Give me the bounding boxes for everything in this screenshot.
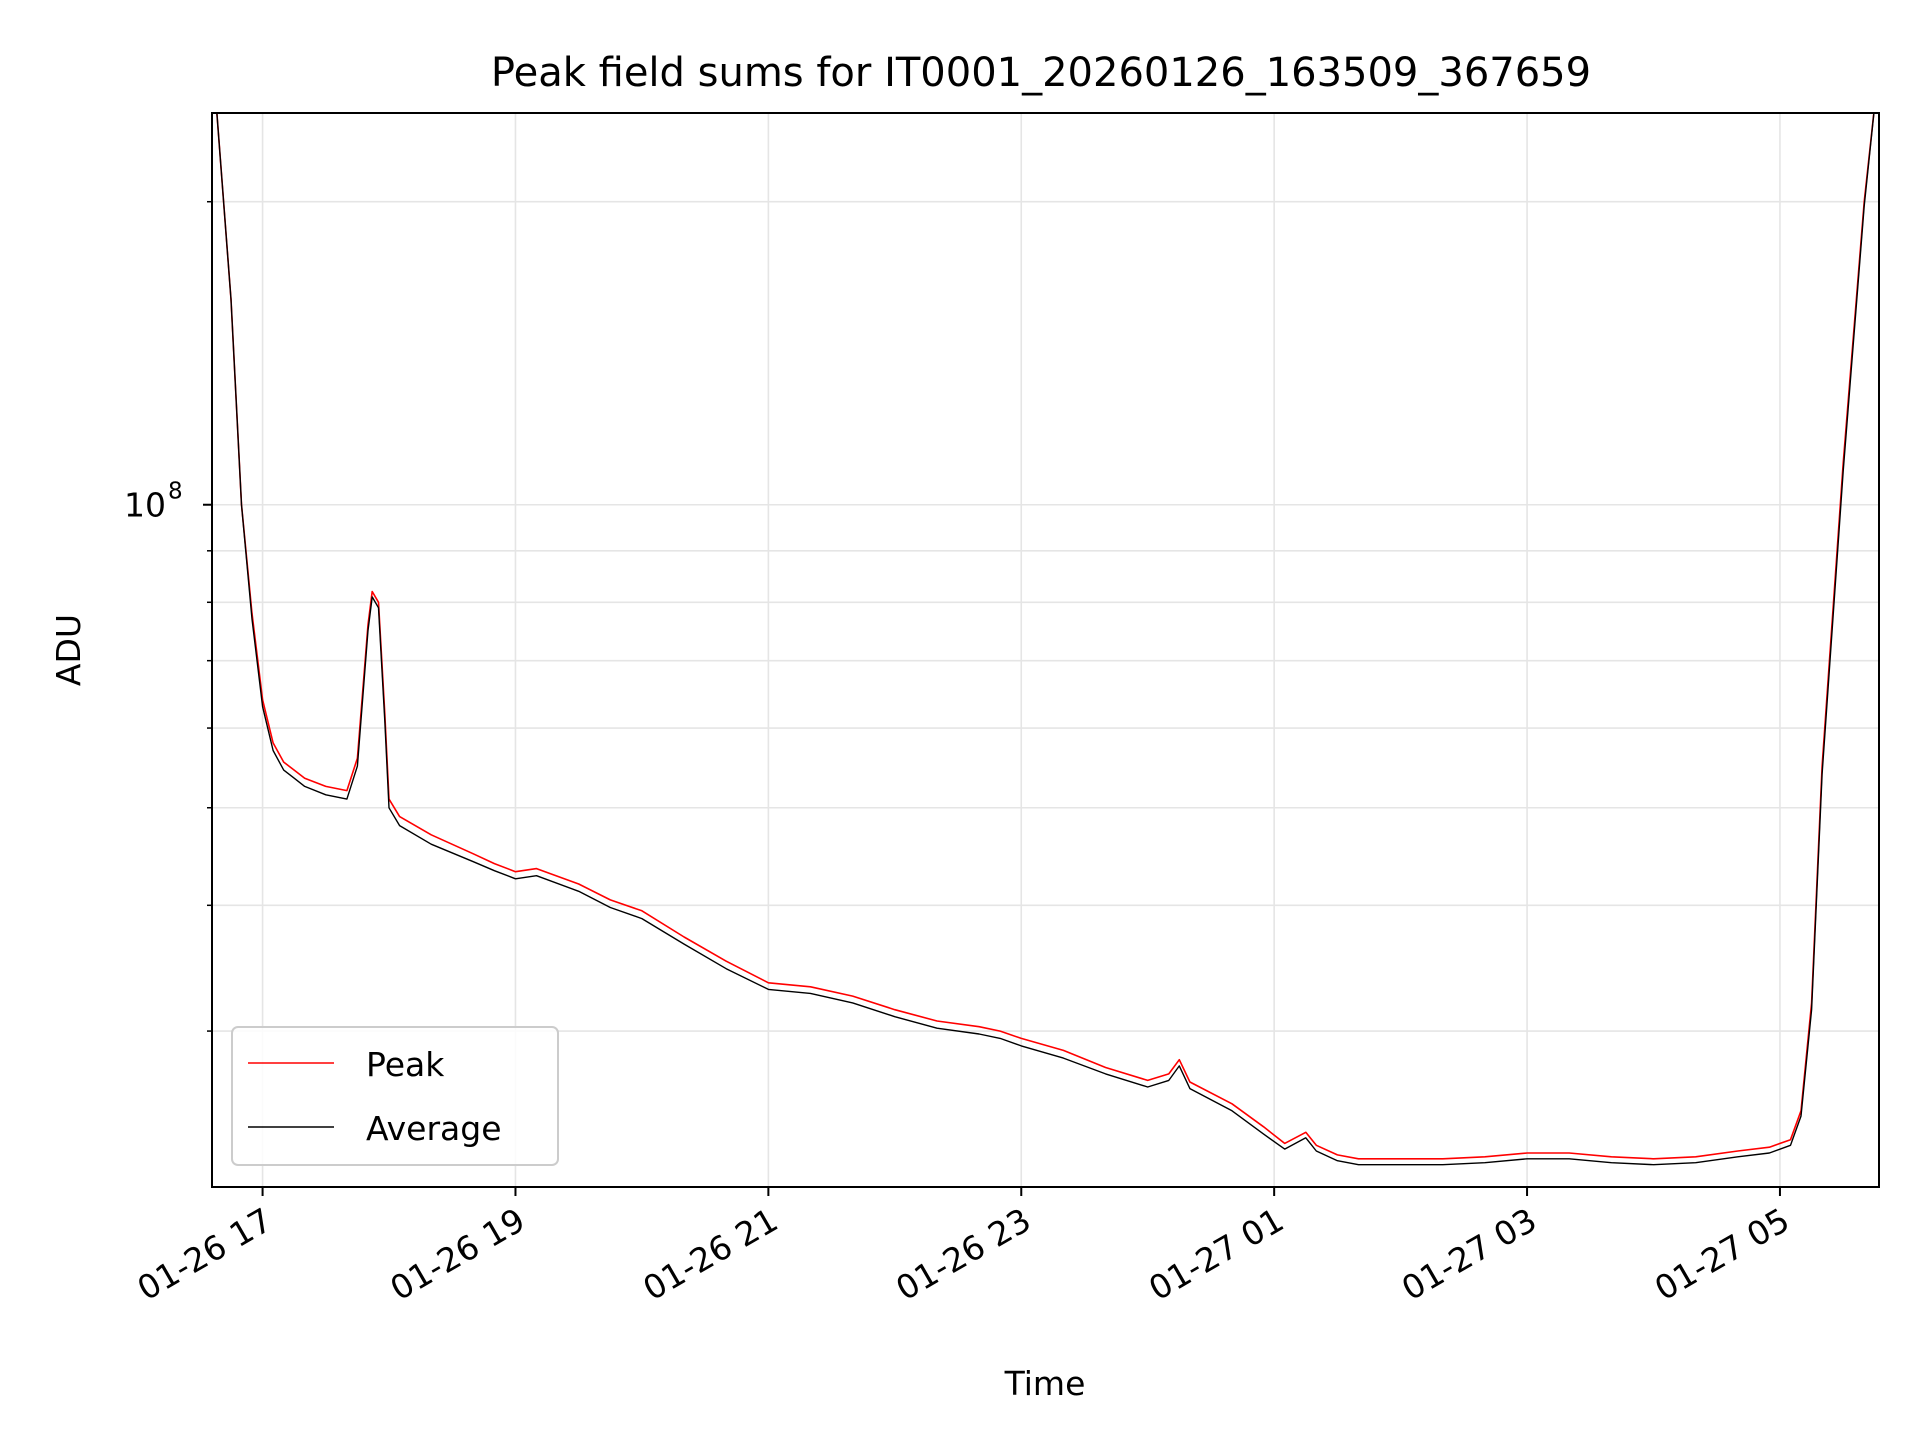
y-tick-label-exponent: 8 <box>168 479 183 505</box>
grid <box>212 113 1879 1187</box>
plot-frame <box>211 112 1880 1188</box>
legend-peak-label: Peak <box>366 1045 445 1084</box>
legend: Peak Average <box>231 1026 559 1166</box>
y-axis-label: ADU <box>49 614 88 686</box>
x-axis-label: Time <box>1004 1364 1086 1403</box>
y-tick-label: 10 <box>124 486 166 525</box>
series-layer <box>216 113 1875 1166</box>
chart-title: Peak field sums for IT0001_20260126_1635… <box>491 50 1591 96</box>
legend-box <box>231 1026 559 1166</box>
series-line-peak <box>216 113 1875 1160</box>
series-line-average <box>216 113 1875 1166</box>
legend-average-label: Average <box>366 1109 502 1148</box>
